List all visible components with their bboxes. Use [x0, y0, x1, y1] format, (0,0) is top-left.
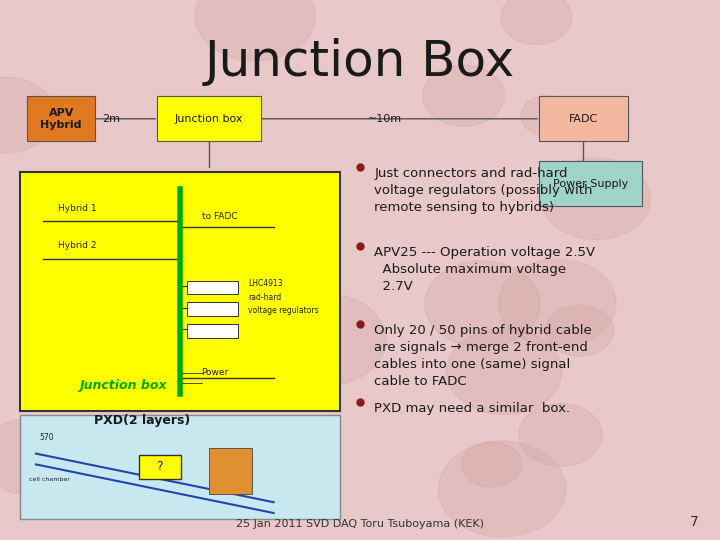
Text: FADC: FADC [569, 114, 598, 124]
Text: PXD(2 layers): PXD(2 layers) [94, 414, 190, 427]
Circle shape [498, 259, 616, 347]
Circle shape [541, 158, 650, 240]
Text: rad-hard: rad-hard [248, 293, 282, 302]
Text: APV
Hybrid: APV Hybrid [40, 108, 82, 130]
Circle shape [500, 0, 572, 44]
Text: PXD may need a similar  box.: PXD may need a similar box. [374, 402, 570, 415]
Circle shape [423, 65, 504, 126]
Text: 25 Jan 2011 SVD DAQ Toru Tsuboyama (KEK): 25 Jan 2011 SVD DAQ Toru Tsuboyama (KEK) [236, 519, 484, 529]
Circle shape [545, 305, 613, 356]
Bar [187, 302, 238, 316]
Text: Only 20 / 50 pins of hybrid cable
are signals → merge 2 front-end
cables into on: Only 20 / 50 pins of hybrid cable are si… [374, 324, 592, 388]
Text: Just connectors and rad-hard
voltage regulators (possibly with
remote sensing to: Just connectors and rad-hard voltage reg… [374, 167, 593, 214]
FancyBboxPatch shape [20, 172, 340, 411]
Circle shape [0, 418, 83, 495]
FancyBboxPatch shape [539, 96, 628, 141]
FancyBboxPatch shape [27, 96, 95, 141]
Text: Hybrid 1: Hybrid 1 [58, 204, 96, 213]
Text: ~10m: ~10m [368, 114, 402, 124]
Circle shape [237, 264, 297, 309]
Circle shape [446, 328, 562, 415]
Circle shape [518, 403, 602, 466]
Circle shape [139, 222, 188, 259]
FancyBboxPatch shape [139, 455, 181, 479]
Circle shape [438, 441, 566, 537]
Text: Junction box: Junction box [79, 379, 167, 392]
Text: Power Supply: Power Supply [553, 179, 628, 188]
Circle shape [462, 442, 521, 487]
FancyBboxPatch shape [539, 161, 642, 206]
Text: 570: 570 [40, 433, 54, 442]
Text: Power: Power [202, 368, 229, 377]
Text: Junction box: Junction box [174, 114, 243, 124]
Bar [187, 324, 238, 338]
Circle shape [263, 294, 386, 386]
Text: APV25 --- Operation voltage 2.5V
  Absolute maximum voltage
  2.7V: APV25 --- Operation voltage 2.5V Absolut… [374, 246, 595, 293]
Circle shape [62, 260, 125, 307]
Bar [209, 448, 252, 494]
Text: 7: 7 [690, 515, 698, 529]
FancyBboxPatch shape [20, 415, 340, 519]
Text: Hybrid 2: Hybrid 2 [58, 241, 96, 251]
Text: to FADC: to FADC [202, 212, 237, 221]
Circle shape [0, 77, 55, 153]
FancyBboxPatch shape [157, 96, 261, 141]
Bar [187, 281, 238, 294]
Text: Junction Box: Junction Box [205, 38, 515, 86]
Text: LHC4913: LHC4913 [248, 279, 283, 288]
Text: cell chamber: cell chamber [29, 477, 70, 482]
Circle shape [521, 95, 575, 136]
Circle shape [425, 261, 540, 347]
Text: 2m: 2m [102, 114, 121, 124]
Text: voltage regulators: voltage regulators [248, 306, 319, 315]
Circle shape [195, 0, 315, 61]
Text: ?: ? [156, 460, 163, 473]
